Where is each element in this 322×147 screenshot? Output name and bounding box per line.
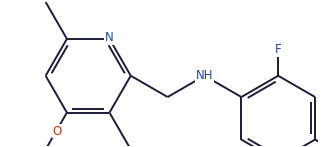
Text: F: F [275, 43, 281, 56]
Text: N: N [105, 31, 114, 44]
Text: NH: NH [196, 69, 213, 82]
Text: O: O [53, 125, 62, 138]
